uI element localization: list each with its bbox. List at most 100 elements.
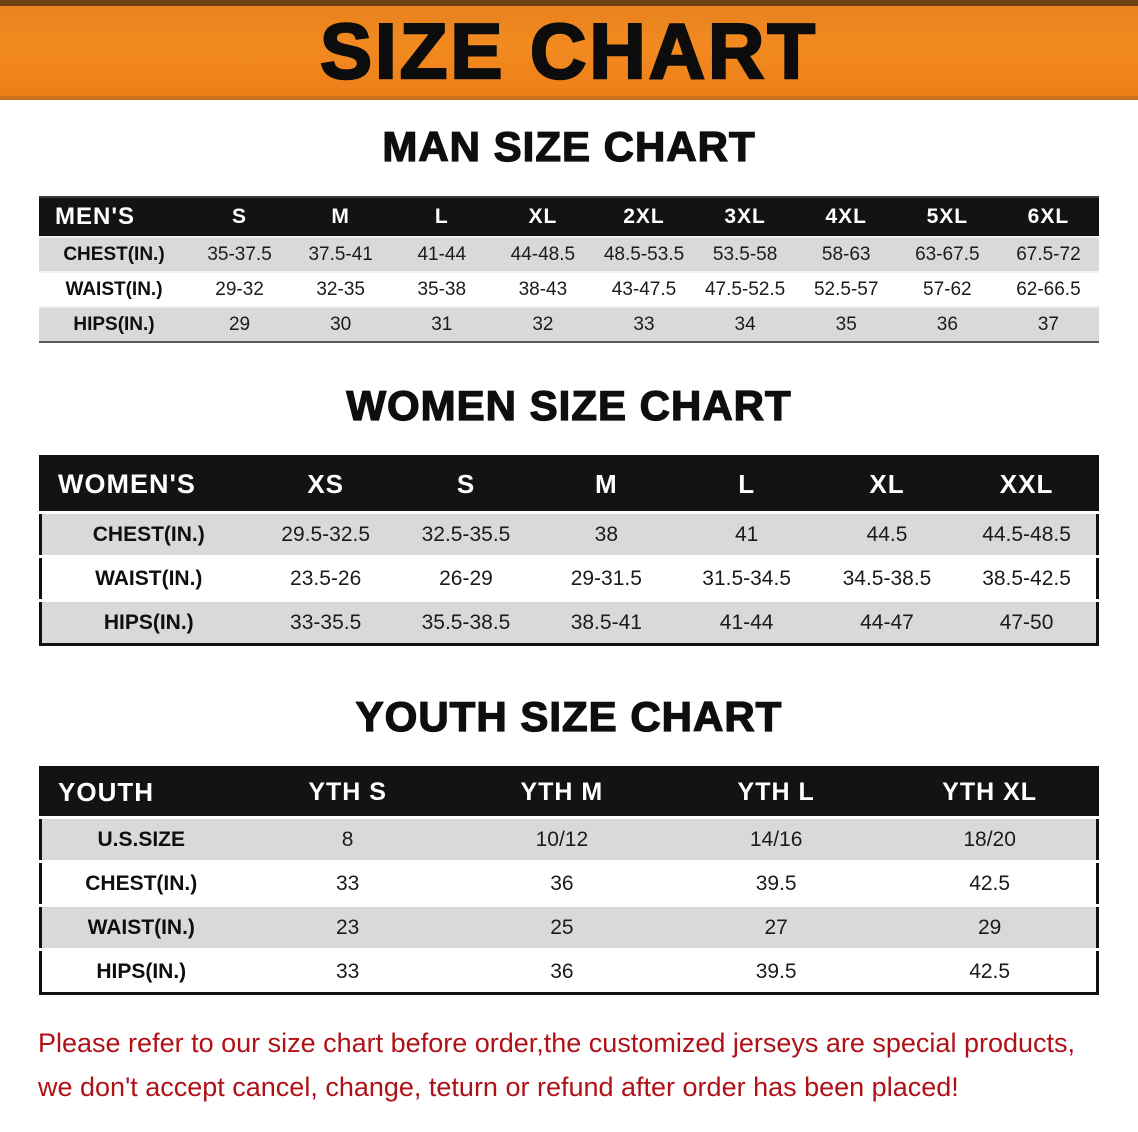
disclaimer-note: Please refer to our size chart before or… <box>38 1021 1100 1109</box>
size-value-cell: 44-47 <box>860 610 914 634</box>
size-value-cell: 42.5 <box>969 959 1011 983</box>
size-column-header: 6XL <box>997 197 1099 237</box>
size-value-cell: 29-31.5 <box>570 566 642 590</box>
size-value-cell: 38-43 <box>518 278 568 300</box>
measurement-label: CHEST(IN.) <box>92 522 205 546</box>
size-column-header: S <box>189 197 291 237</box>
size-value-cell: 37 <box>1037 313 1059 335</box>
measurement-row: HIPS(IN.) 33 36 39.5 42.5 <box>40 949 1098 994</box>
size-value-cell: 31.5-34.5 <box>702 566 792 590</box>
size-value-cell: 32.5-35.5 <box>421 522 511 546</box>
women-section-heading: WOMEN SIZE CHART <box>346 382 792 429</box>
size-value-cell: 29.5-32.5 <box>281 522 371 546</box>
size-value-cell: 14/16 <box>749 827 803 851</box>
size-value-cell: 47-50 <box>999 610 1054 634</box>
measurement-row: WAIST(IN.) 29-32 32-35 35-38 38-43 43-47.5 47.… <box>39 272 1099 307</box>
size-value-cell: 33-35.5 <box>290 610 362 634</box>
youth-size-section: YOUTH SIZE CHART YOUTH YTH S YTH M YTH L YTH… <box>0 693 1138 995</box>
size-value-cell: 47.5-52.5 <box>704 278 786 300</box>
size-column-header: XS <box>255 456 396 513</box>
size-value-cell: 63-67.5 <box>915 243 980 265</box>
size-column-header: 2XL <box>593 197 695 237</box>
size-value-cell: 35 <box>835 313 857 335</box>
size-column-header: YTH S <box>240 767 455 818</box>
size-value-cell: 43-47.5 <box>611 278 677 300</box>
measurement-label: WAIST(IN.) <box>95 566 203 590</box>
size-value-cell: 41-44 <box>417 243 467 265</box>
size-value-cell: 29 <box>228 313 251 335</box>
measurement-row: CHEST(IN.) 33 36 39.5 42.5 <box>40 861 1098 906</box>
men-section-heading: MAN SIZE CHART <box>382 123 756 170</box>
size-value-cell: 48.5-53.5 <box>603 243 685 265</box>
measurement-label: HIPS(IN.) <box>73 313 155 335</box>
measurement-label: WAIST(IN.) <box>65 278 163 300</box>
size-column-header: XXL <box>957 456 1098 513</box>
table-title-cell: MEN'S <box>39 197 189 237</box>
size-column-header: 3XL <box>694 197 796 237</box>
size-value-cell: 26-29 <box>439 566 493 590</box>
measurement-row: HIPS(IN.) 29 30 31 32 33 34 35 36 37 <box>39 307 1099 342</box>
size-value-cell: 10/12 <box>535 827 589 851</box>
size-column-header: L <box>391 197 493 237</box>
size-value-cell: 33 <box>335 959 360 983</box>
size-value-cell: 67.5-72 <box>1016 243 1081 265</box>
women-size-table: WOMEN'S XS S M L XL XXL CHEST(IN.) 29.5-32.5 32.5… <box>39 455 1099 646</box>
size-value-cell: 18/20 <box>963 827 1016 851</box>
measurement-row: HIPS(IN.) 33-35.5 35.5-38.5 38.5-41 41-44 44-… <box>40 600 1098 645</box>
size-value-cell: 27 <box>764 915 788 939</box>
size-value-cell: 33 <box>633 313 655 335</box>
measurement-label: HIPS(IN.) <box>96 959 187 983</box>
youth-size-table: YOUTH YTH S YTH M YTH L YTH XL U.S.SIZE 8 10/12… <box>39 766 1099 995</box>
size-column-header: XL <box>492 197 594 237</box>
size-column-header: L <box>676 456 817 513</box>
size-value-cell: 35.5-38.5 <box>421 610 511 634</box>
size-value-cell: 38 <box>594 522 618 546</box>
measurement-label: CHEST(IN.) <box>85 871 198 895</box>
size-value-cell: 37.5-41 <box>308 243 373 265</box>
size-value-cell: 35-37.5 <box>207 243 272 265</box>
size-header-row: WOMEN'S XS S M L XL XXL <box>40 456 1098 513</box>
size-value-cell: 41-44 <box>719 610 774 634</box>
measurement-label: CHEST(IN.) <box>63 243 165 265</box>
women-size-section: WOMEN SIZE CHART WOMEN'S XS S M L XL XXL CHEST(… <box>0 382 1138 646</box>
size-value-cell: 44-48.5 <box>510 243 576 265</box>
size-value-cell: 34 <box>734 313 756 335</box>
size-value-cell: 57-62 <box>923 278 972 300</box>
size-value-cell: 25 <box>550 915 574 939</box>
size-value-cell: 42.5 <box>969 871 1011 895</box>
table-title-cell: WOMEN'S <box>40 456 256 513</box>
title-banner: SIZE CHART <box>0 0 1138 100</box>
size-value-cell: 23 <box>335 915 360 939</box>
size-value-cell: 34.5-38.5 <box>842 566 932 590</box>
size-value-cell: 33 <box>335 871 360 895</box>
size-value-cell: 41 <box>734 522 759 546</box>
size-value-cell: 36 <box>936 313 958 335</box>
size-column-header: YTH M <box>454 767 669 818</box>
disclaimer-line-2: we don't accept cancel, change, teturn o… <box>38 1072 959 1102</box>
size-header-row: MEN'S S M L XL 2XL 3XL 4XL 5XL 6XL <box>39 197 1099 237</box>
size-column-header: M <box>536 456 677 513</box>
measurement-label: U.S.SIZE <box>97 827 186 851</box>
measurement-row: U.S.SIZE 8 10/12 14/16 18/20 <box>40 817 1098 862</box>
size-value-cell: 53.5-58 <box>712 243 778 265</box>
men-size-table: MEN'S S M L XL 2XL 3XL 4XL 5XL 6XL CHEST(IN.) 35-37… <box>39 196 1099 343</box>
measurement-label: HIPS(IN.) <box>103 610 194 634</box>
disclaimer-line-1: Please refer to our size chart before or… <box>38 1028 1076 1058</box>
size-value-cell: 35-38 <box>417 278 467 300</box>
size-value-cell: 38.5-41 <box>570 610 642 634</box>
measurement-row: WAIST(IN.) 23 25 27 29 <box>40 905 1098 950</box>
size-column-header: YTH XL <box>883 767 1098 818</box>
size-value-cell: 62-66.5 <box>1016 278 1081 300</box>
page-title: SIZE CHART <box>319 7 818 95</box>
size-value-cell: 44.5-48.5 <box>982 522 1071 546</box>
size-value-cell: 36 <box>550 871 574 895</box>
measurement-row: WAIST(IN.) 23.5-26 26-29 29-31.5 31.5-34.5 34… <box>40 556 1098 601</box>
size-column-header: 5XL <box>896 197 998 237</box>
size-column-header: M <box>290 197 392 237</box>
size-value-cell: 31 <box>431 313 453 335</box>
size-value-cell: 44.5 <box>866 522 908 546</box>
men-size-section: MAN SIZE CHART MEN'S S M L XL 2XL 3XL 4XL 5XL 6XL… <box>0 123 1138 343</box>
size-column-header: YTH L <box>669 767 884 818</box>
size-value-cell: 39.5 <box>755 959 797 983</box>
